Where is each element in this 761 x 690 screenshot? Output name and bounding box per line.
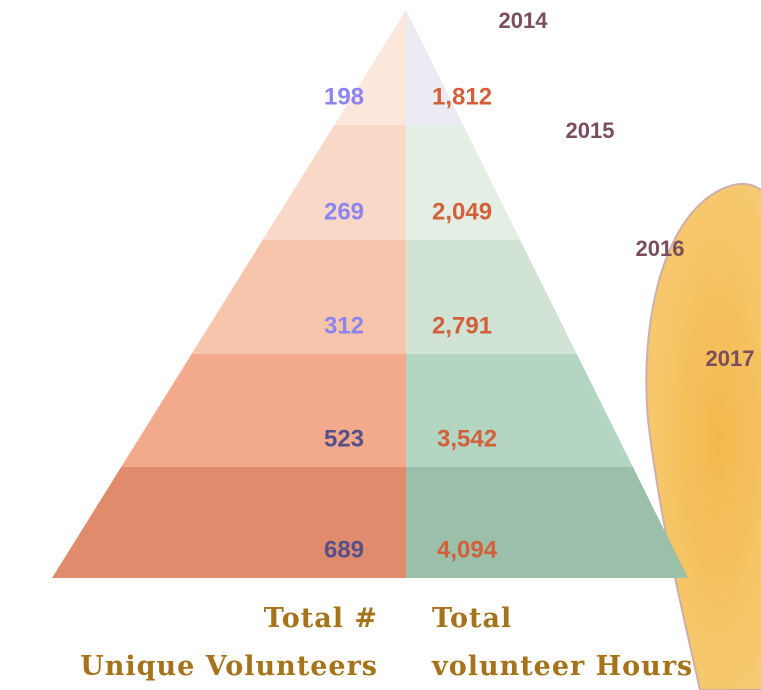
pyramid: [52, 10, 688, 578]
infographic: 198 1,812 2014 269 2,049 2015 312 2,791 2016 523 3…: [0, 0, 761, 690]
right-label-line2: volunteer Hours: [431, 651, 693, 682]
hours-value: 2,049: [432, 198, 492, 225]
year-label: 2015: [566, 118, 615, 143]
year-label: 2017: [706, 346, 755, 371]
hours-value: 4,094: [437, 536, 498, 563]
left-band: [192, 240, 406, 354]
volunteers-value: 269: [324, 198, 364, 225]
volunteers-value: 312: [324, 312, 364, 339]
hours-value: 2,791: [432, 312, 492, 339]
volunteers-value: 523: [324, 425, 364, 452]
year-label: 2016: [636, 236, 685, 261]
hours-value: 1,812: [432, 83, 492, 110]
left-label-line1: Total #: [264, 603, 378, 634]
volunteers-value: 198: [324, 83, 364, 110]
right-label-line1: Total: [432, 603, 512, 634]
hours-value: 3,542: [437, 425, 497, 452]
left-label-line2: Unique Volunteers: [80, 651, 378, 682]
volunteers-value: 689: [324, 536, 364, 563]
year-label: 2014: [499, 8, 549, 33]
